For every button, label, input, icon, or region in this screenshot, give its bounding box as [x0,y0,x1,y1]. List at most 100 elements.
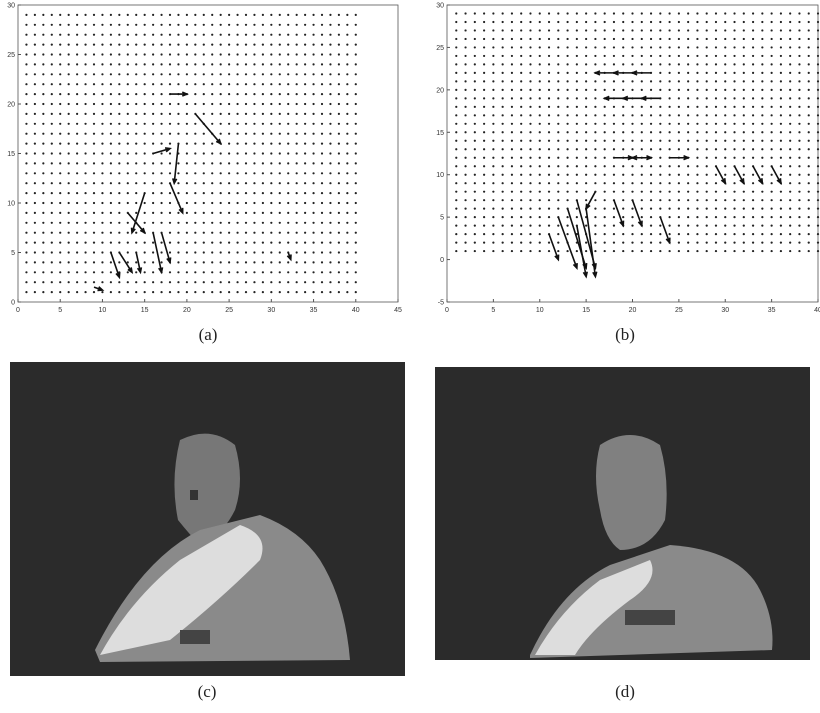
grid-dot [566,29,569,32]
grid-dot [337,221,340,224]
grid-dot [455,224,458,227]
grid-dot [337,241,340,244]
grid-dot [520,88,523,91]
grid-dot [84,152,87,155]
grid-dot [751,224,755,227]
grid-dot [219,162,222,165]
grid-dot [520,190,523,193]
grid-dot [202,201,205,205]
grid-dot [733,54,736,58]
grid-dot [278,211,281,214]
grid-dot [76,122,79,125]
grid-dot [228,83,231,86]
grid-dot [520,12,523,15]
grid-dot [770,105,773,108]
grid-dot [25,63,28,66]
grid-dot [143,132,146,135]
grid-dot [168,43,172,46]
grid-dot [76,152,79,155]
grid-dot [168,112,172,115]
grid-dot [228,231,231,234]
grid-dot [724,97,727,100]
grid-dot [714,63,718,66]
grid-dot [483,199,486,202]
arrow [593,70,614,76]
grid-dot [118,162,121,165]
grid-dot [185,23,188,26]
grid-dot [185,211,188,214]
grid-dot [547,224,551,227]
grid-dot [473,156,476,159]
grid-dot [295,73,298,76]
grid-dot [538,37,541,41]
y-tick-label: 10 [7,201,15,208]
grid-dot [67,93,70,96]
grid-dot [346,211,349,214]
grid-dot [312,162,315,165]
grid-dot [76,231,79,234]
arrow [548,233,560,262]
grid-dot [67,241,70,244]
grid-dot [109,142,112,145]
grid-dot [211,221,214,224]
grid-dot [464,37,467,41]
grid-dot [253,201,256,205]
grid-dot [483,80,486,83]
grid-dot [194,241,197,244]
grid-dot [59,231,62,234]
grid-dot [761,97,764,100]
grid-dot [354,112,357,115]
grid-dot [211,261,214,264]
grid-dot [659,173,662,176]
grid-dot [84,53,87,56]
grid-dot [492,88,495,91]
grid-dot [770,131,773,134]
grid-dot [798,114,801,117]
grid-dot [50,142,53,145]
grid-dot [455,165,458,168]
grid-dot [789,216,792,219]
grid-dot [194,53,197,56]
grid-dot [42,162,45,165]
grid-dot [742,156,745,159]
grid-dot [501,114,504,117]
grid-dot [557,114,560,117]
grid-dot [742,241,745,244]
grid-dot [84,221,87,224]
grid-dot [649,63,653,66]
grid-dot [354,211,357,214]
grid-dot [101,102,104,106]
grid-dot [677,165,680,168]
grid-dot [211,271,214,274]
grid-dot [779,224,783,227]
grid-dot [295,211,298,214]
grid-dot [742,122,745,125]
arrow [557,216,578,270]
grid-dot [101,93,104,96]
grid-dot [557,80,560,83]
grid-dot [538,224,541,227]
grid-dot [473,12,476,15]
grid-dot [640,20,643,24]
grid-dot [152,172,155,175]
grid-dot [538,114,541,117]
grid-dot [126,281,129,284]
grid-dot [50,13,53,16]
grid-dot [253,152,256,155]
grid-dot [278,162,281,165]
grid-dot [501,12,504,15]
grid-dot [538,233,541,236]
grid-dot [304,122,307,125]
grid-dot [510,105,514,108]
grid-dot [244,241,248,244]
grid-dot [529,139,532,142]
grid-dot [354,83,357,86]
grid-dot [798,165,801,168]
grid-dot [789,241,792,244]
grid-dot [455,207,458,210]
grid-dot [25,271,28,274]
arrow [613,155,635,161]
grid-dot [557,249,560,253]
grid-dot [798,71,801,74]
grid-dot [789,148,792,151]
